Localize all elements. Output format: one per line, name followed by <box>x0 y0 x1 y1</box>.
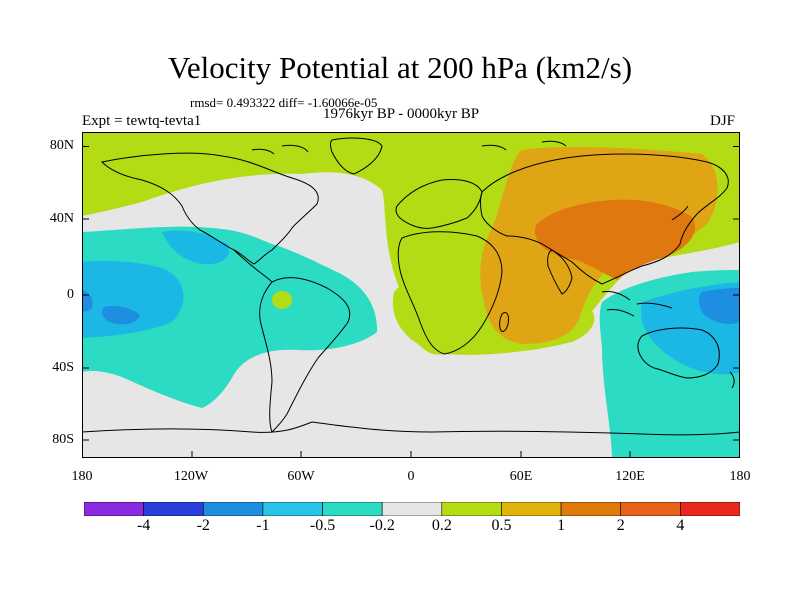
colorbar-tick-label: 0.2 <box>431 517 452 534</box>
colorbar-tick-label: 1 <box>557 517 566 534</box>
contour-positive-core <box>534 199 696 280</box>
coast-asia <box>480 153 729 285</box>
experiment-label: Expt = tewtq-tevta1 <box>82 113 202 129</box>
coast-indonesia <box>601 291 673 317</box>
lon-label-120e: 120E <box>615 469 645 484</box>
coast-north-america <box>100 152 319 265</box>
colorbar-tick-label: -2 <box>196 517 210 534</box>
lat-label-80n: 80N <box>49 138 74 153</box>
lon-label-180e: 180 <box>729 469 751 484</box>
coast-antarctica <box>82 421 740 436</box>
lon-label-120w: 120W <box>173 469 209 484</box>
stats-line: rmsd= 0.493322 diff= -1.60066e-05 <box>190 95 378 110</box>
lon-label-60e: 60E <box>509 469 533 484</box>
colorbar <box>84 502 740 516</box>
colorbar-tick-label: 0.5 <box>491 517 512 534</box>
colorbar-swatch <box>620 502 681 516</box>
colorbar-tick-label: 4 <box>676 517 685 534</box>
lon-label-60w: 60W <box>287 469 315 484</box>
contour-negative-warmpool-core <box>699 288 740 324</box>
coast-india <box>547 249 573 295</box>
velocity-potential-map <box>82 132 740 458</box>
contour-negative-southamerica <box>252 270 374 343</box>
coast-greenland <box>330 137 383 175</box>
colorbar-tick-label: -1 <box>256 517 270 534</box>
colorbar-swatch <box>381 502 443 516</box>
colorbar-swatch <box>560 502 622 516</box>
colorbar-swatch <box>322 502 383 516</box>
coastlines <box>82 137 740 436</box>
lat-label-80s: 80S <box>52 432 74 447</box>
contour-positive-amazon <box>272 291 292 309</box>
season-label: DJF <box>710 113 736 129</box>
lon-label-180w: 180 <box>71 469 93 484</box>
contour-negative-core <box>102 305 140 325</box>
lat-label-0: 0 <box>67 287 74 302</box>
colorbar-swatch <box>143 502 204 516</box>
colorbar-tick-label: -4 <box>136 517 151 534</box>
colorbar-swatch <box>680 502 740 516</box>
colorbar-swatch <box>501 502 562 516</box>
colorbar-tick-label: -0.5 <box>309 517 336 534</box>
coast-south-america <box>259 277 351 433</box>
coast-central-america <box>233 249 273 283</box>
coast-japan <box>671 205 689 221</box>
coast-new-zealand <box>729 371 735 389</box>
coast-madagascar <box>499 311 509 332</box>
coast-europe <box>395 179 483 229</box>
colorbar-swatch <box>262 502 323 516</box>
colorbar-tick-label: 2 <box>616 517 625 534</box>
map-panel <box>82 132 740 458</box>
colorbar-swatch <box>84 502 144 516</box>
lon-label-0: 0 <box>407 469 415 484</box>
coast-australia <box>637 327 720 379</box>
period-label: 1976kyr BP - 0000kyr BP <box>323 106 480 122</box>
colorbar-swatch <box>202 502 264 516</box>
lat-tick-marks <box>82 146 740 441</box>
lon-tick-marks <box>191 451 631 458</box>
colorbar-swatch <box>441 502 502 516</box>
lat-label-40n: 40N <box>49 211 74 226</box>
colorbar-tick-label: -0.2 <box>369 517 395 534</box>
coast-arctic-islands <box>251 140 567 155</box>
coast-africa <box>397 231 503 355</box>
lat-label-40s: 40S <box>52 360 74 375</box>
contour-negative-gulf <box>162 230 230 265</box>
plot-title: Velocity Potential at 200 hPa (km2/s) <box>167 50 633 85</box>
